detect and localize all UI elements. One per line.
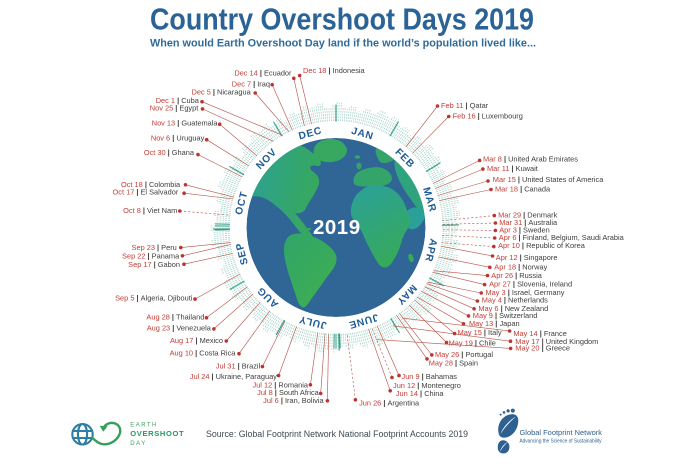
svg-text:Apr 12 | Singapore: Apr 12 | Singapore <box>496 253 558 262</box>
svg-text:Jun 14 | China: Jun 14 | China <box>396 389 445 398</box>
svg-text:May 19 | Chile: May 19 | Chile <box>449 338 496 347</box>
svg-text:Source: Global Footprint Netwo: Source: Global Footprint Network Nationa… <box>206 429 468 439</box>
svg-text:May 14 | France: May 14 | France <box>513 329 566 338</box>
svg-text:Mar 8 | United Arab Emirates: Mar 8 | United Arab Emirates <box>483 155 578 164</box>
svg-text:Jul 24 | Ukraine, Paraguay: Jul 24 | Ukraine, Paraguay <box>190 372 277 381</box>
svg-text:Dec 18 | Indonesia: Dec 18 | Indonesia <box>303 66 366 75</box>
svg-text:EARTH: EARTH <box>130 422 158 428</box>
svg-text:Apr 27 | Slovenia, Ireland: Apr 27 | Slovenia, Ireland <box>489 279 572 288</box>
svg-text:Global Footprint Network: Global Footprint Network <box>520 428 603 437</box>
svg-text:Apr 6 | Finland, Belgium, Saud: Apr 6 | Finland, Belgium, Saudi Arabia <box>499 233 625 242</box>
svg-text:OVERSHOOT: OVERSHOOT <box>130 429 184 438</box>
svg-text:May 3 | Israel, Germany: May 3 | Israel, Germany <box>486 288 565 297</box>
svg-text:May 17 | United Kingdom: May 17 | United Kingdom <box>515 337 598 346</box>
svg-text:Jun 12 | Montenegro: Jun 12 | Montenegro <box>393 381 461 390</box>
svg-text:When would Earth Overshoot Day: When would Earth Overshoot Day land if t… <box>150 38 536 50</box>
svg-text:Mar 31 | Australia: Mar 31 | Australia <box>499 218 558 227</box>
svg-text:Jul 31 | Brazil: Jul 31 | Brazil <box>216 362 261 371</box>
svg-text:Oct 8 | Viet Nam: Oct 8 | Viet Nam <box>123 206 177 215</box>
svg-text:Nov 25 | Egypt: Nov 25 | Egypt <box>150 103 199 112</box>
svg-text:Apr 18 | Norway: Apr 18 | Norway <box>494 263 547 272</box>
svg-text:Dec 1 | Cuba: Dec 1 | Cuba <box>156 96 200 105</box>
svg-text:May 6 | New Zealand: May 6 | New Zealand <box>478 304 548 313</box>
svg-text:Jun 26 | Argentina: Jun 26 | Argentina <box>359 398 420 407</box>
svg-text:Oct 30 | Ghana: Oct 30 | Ghana <box>144 148 195 157</box>
svg-text:May 15 | Italy: May 15 | Italy <box>458 328 502 337</box>
svg-text:Apr 3 | Sweden: Apr 3 | Sweden <box>499 225 550 234</box>
svg-text:Oct 17 | El Salvador: Oct 17 | El Salvador <box>113 188 179 197</box>
svg-text:Apr 26 | Russia: Apr 26 | Russia <box>491 271 542 280</box>
svg-text:Sep 5 | Algeria, Djibouti: Sep 5 | Algeria, Djibouti <box>115 293 193 302</box>
svg-text:Sep 17 | Gabon: Sep 17 | Gabon <box>128 260 180 269</box>
svg-text:Nov 13 | Guatemala: Nov 13 | Guatemala <box>152 118 219 127</box>
svg-text:Jul 6 | Iran, Bolivia: Jul 6 | Iran, Bolivia <box>263 396 324 405</box>
svg-text:Aug 28 | Thailand: Aug 28 | Thailand <box>146 312 204 321</box>
svg-text:Mar 29 | Denmark: Mar 29 | Denmark <box>498 210 557 219</box>
svg-text:Aug 10 | Costa Rica: Aug 10 | Costa Rica <box>170 348 237 357</box>
svg-text:Mar 18 | Canada: Mar 18 | Canada <box>495 184 551 193</box>
svg-text:Aug 23 | Venezuela: Aug 23 | Venezuela <box>147 324 212 333</box>
svg-text:Feb 11 | Qatar: Feb 11 | Qatar <box>441 101 489 110</box>
svg-text:APR: APR <box>422 237 438 263</box>
svg-text:Jul 12 | Romania: Jul 12 | Romania <box>253 381 309 390</box>
svg-text:Mar 15 | United States of Amer: Mar 15 | United States of America <box>493 175 604 184</box>
svg-text:Sep 22 | Panama: Sep 22 | Panama <box>122 251 180 260</box>
svg-text:Feb 16 | Luxembourg: Feb 16 | Luxembourg <box>453 111 523 120</box>
svg-text:Jul 8 | South Africa: Jul 8 | South Africa <box>257 388 320 397</box>
svg-text:May 4 | Netherlands: May 4 | Netherlands <box>482 296 548 305</box>
svg-text:Aug 17 | Mexico: Aug 17 | Mexico <box>170 336 223 345</box>
svg-text:May 9 | Switzerland: May 9 | Switzerland <box>473 311 538 320</box>
svg-text:2019: 2019 <box>313 216 361 239</box>
svg-text:Country Overshoot Days 2019: Country Overshoot Days 2019 <box>150 3 534 37</box>
svg-text:Jun 9 | Bahamas: Jun 9 | Bahamas <box>402 372 458 381</box>
svg-text:Dec 7 | Iraq: Dec 7 | Iraq <box>232 79 270 88</box>
svg-text:Oct 18 | Colombia: Oct 18 | Colombia <box>121 180 181 189</box>
svg-text:Dec 5 | Nicaragua: Dec 5 | Nicaragua <box>192 87 252 96</box>
svg-text:Apr 10 | Republic of Korea: Apr 10 | Republic of Korea <box>498 241 586 250</box>
svg-text:Dec 14 | Ecuador: Dec 14 | Ecuador <box>234 69 292 78</box>
svg-text:May 20 | Greece: May 20 | Greece <box>515 344 570 353</box>
svg-text:Sep 23 | Peru: Sep 23 | Peru <box>132 243 177 252</box>
svg-text:Nov 6 | Uruguay: Nov 6 | Uruguay <box>151 134 205 143</box>
svg-text:DAY: DAY <box>130 441 147 447</box>
svg-text:May 28 | Spain: May 28 | Spain <box>429 359 478 368</box>
svg-text:Mar 11 | Kuwait: Mar 11 | Kuwait <box>487 164 538 173</box>
svg-text:Advancing the Science of Susta: Advancing the Science of Sustainability <box>520 438 602 444</box>
svg-text:May 13 | Japan: May 13 | Japan <box>469 319 520 328</box>
svg-text:May 26 | Portugal: May 26 | Portugal <box>435 350 493 359</box>
